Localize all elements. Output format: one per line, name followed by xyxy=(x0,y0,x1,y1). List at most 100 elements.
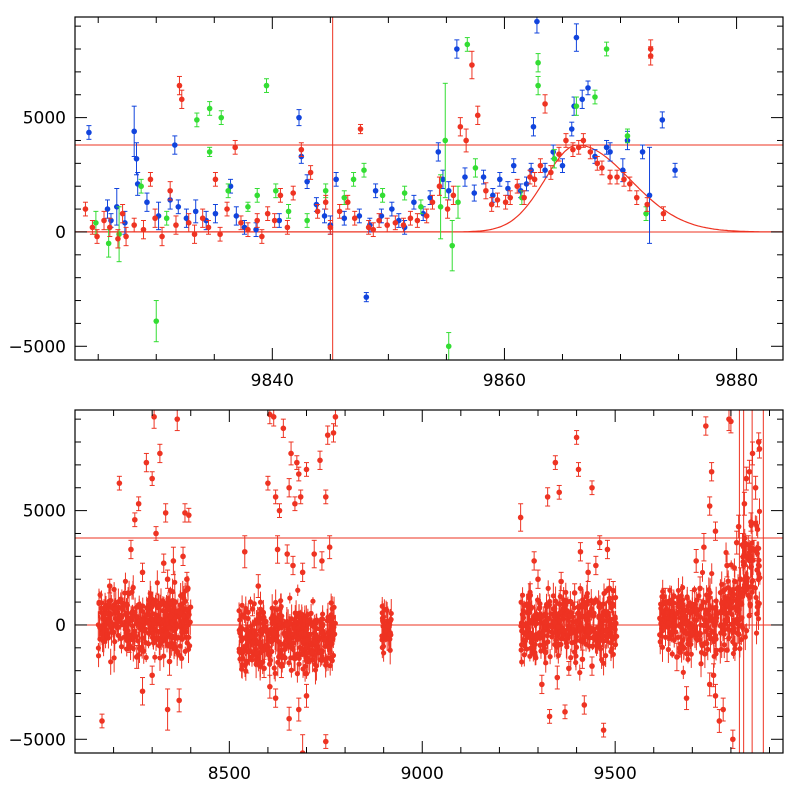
data-point xyxy=(562,636,569,642)
data-point xyxy=(297,494,304,500)
data-point xyxy=(385,623,391,629)
panel-1: 9840 9860 9880 −5000 0 5000 xyxy=(8,16,784,391)
data-point xyxy=(267,661,273,667)
data-point xyxy=(283,622,290,628)
data-point xyxy=(160,560,167,567)
data-point xyxy=(688,651,694,657)
data-point xyxy=(290,562,296,569)
data-point xyxy=(427,194,433,201)
data-point xyxy=(639,149,646,155)
data-point xyxy=(254,217,261,224)
data-point xyxy=(294,459,300,466)
data-point xyxy=(159,632,165,638)
data-point xyxy=(267,683,273,690)
data-point xyxy=(384,222,391,228)
data-point xyxy=(224,206,230,212)
data-point xyxy=(284,224,291,231)
data-point xyxy=(106,583,113,589)
data-point xyxy=(502,199,509,206)
data-point xyxy=(662,599,669,605)
data-point xyxy=(328,620,334,626)
data-point xyxy=(98,605,104,611)
data-point xyxy=(684,651,690,657)
data-point xyxy=(665,620,672,626)
data-point xyxy=(148,604,154,610)
data-point xyxy=(152,215,158,222)
data-point xyxy=(472,165,479,171)
data-point xyxy=(539,614,545,620)
data-point xyxy=(357,126,364,132)
data-point xyxy=(237,656,243,662)
data-point xyxy=(731,578,738,585)
data-point xyxy=(131,222,137,228)
data-point xyxy=(585,85,591,91)
data-point xyxy=(557,593,563,600)
data-point xyxy=(186,634,192,640)
data-point xyxy=(725,578,731,584)
data-point xyxy=(523,633,530,639)
data-point xyxy=(713,632,719,639)
data-point xyxy=(172,600,178,606)
data-point xyxy=(326,544,333,550)
data-point xyxy=(139,569,146,576)
data-point xyxy=(545,585,551,591)
data-point xyxy=(292,656,298,662)
data-point xyxy=(166,624,172,631)
data-point xyxy=(259,233,265,240)
data-point xyxy=(382,627,389,634)
data-point xyxy=(82,206,89,212)
data-point xyxy=(523,181,530,187)
data-point xyxy=(232,144,238,151)
data-point xyxy=(321,637,327,643)
data-point xyxy=(701,599,707,605)
data-point xyxy=(356,213,363,219)
data-point xyxy=(497,176,503,183)
data-point xyxy=(737,576,744,583)
data-point xyxy=(245,226,251,233)
data-point xyxy=(469,62,475,68)
data-point xyxy=(553,637,559,643)
data-point xyxy=(333,176,339,183)
data-point xyxy=(322,187,329,194)
data-point xyxy=(257,660,263,666)
data-point xyxy=(712,528,719,534)
data-point xyxy=(580,137,587,144)
data-point xyxy=(462,174,468,180)
data-point xyxy=(752,585,758,591)
data-point xyxy=(164,576,171,583)
data-point xyxy=(535,59,541,66)
data-point xyxy=(754,567,760,573)
data-point xyxy=(552,459,559,466)
data-point xyxy=(570,601,576,607)
data-point xyxy=(620,167,626,174)
data-point xyxy=(535,576,541,583)
data-point xyxy=(325,630,331,636)
data-point xyxy=(139,688,146,695)
data-point xyxy=(590,635,596,641)
data-point xyxy=(518,599,524,605)
data-point xyxy=(271,630,277,636)
data-point xyxy=(144,199,150,206)
data-point xyxy=(705,646,711,652)
data-point xyxy=(556,489,563,496)
data-point xyxy=(171,642,177,648)
data-point xyxy=(150,640,157,646)
data-point xyxy=(454,46,460,52)
data-point xyxy=(145,630,152,636)
data-point xyxy=(597,646,604,652)
data-point xyxy=(285,208,292,215)
data-point xyxy=(669,651,675,657)
data-point xyxy=(278,598,284,604)
data-point xyxy=(303,627,309,633)
plot-area xyxy=(75,410,783,753)
data-point xyxy=(341,194,348,201)
data-point xyxy=(724,647,730,653)
data-point xyxy=(296,114,302,121)
data-point xyxy=(389,206,395,212)
data-point xyxy=(296,661,302,667)
data-point xyxy=(604,546,611,553)
data-point xyxy=(118,644,125,650)
data-point xyxy=(299,611,305,617)
data-point xyxy=(560,606,566,612)
data-point xyxy=(407,215,414,222)
